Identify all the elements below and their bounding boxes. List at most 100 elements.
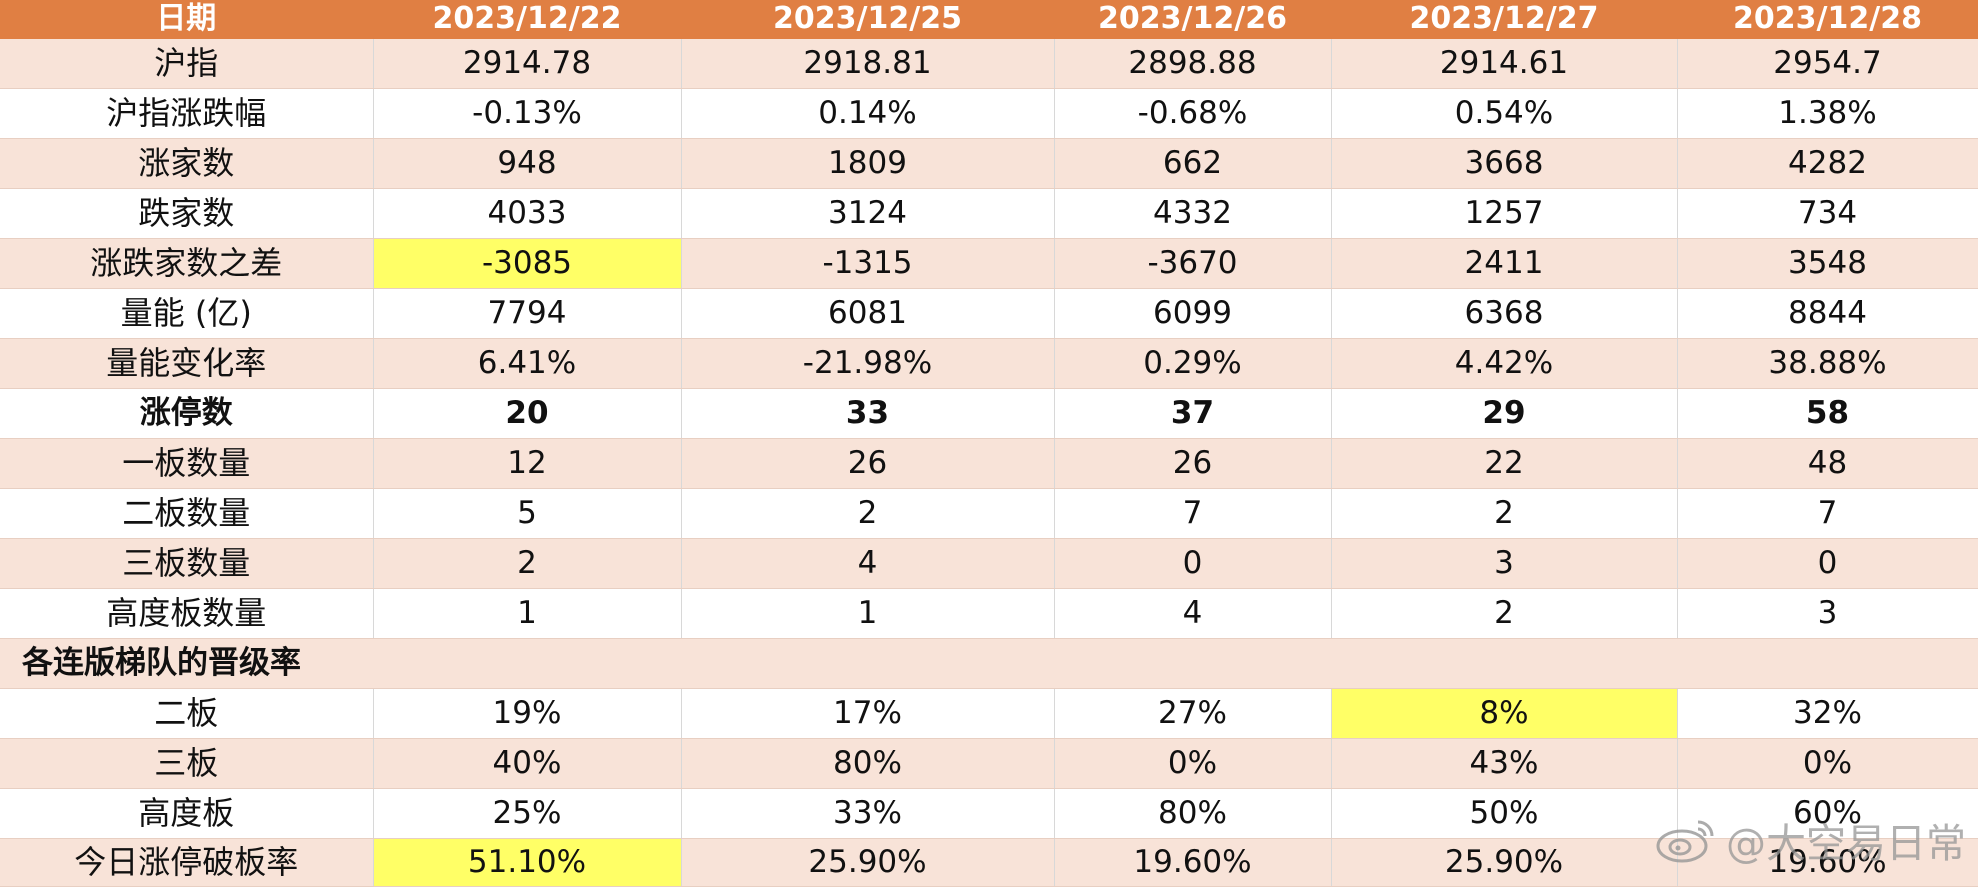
table-cell: 80% <box>1054 788 1332 839</box>
table-cell: 6.41% <box>373 338 682 389</box>
table-cell: 25.90% <box>681 838 1055 887</box>
table-cell: 2898.88 <box>1054 38 1332 89</box>
table-cell: -0.13% <box>373 88 682 139</box>
table-row: 涨跌家数之差 -3085 -1315 -3670 2411 3548 <box>0 238 1978 289</box>
row-label: 涨停数 <box>0 388 374 439</box>
table-cell: 6368 <box>1331 288 1678 339</box>
table-cell: 1.38% <box>1677 88 1978 139</box>
header-date-5: 2023/12/28 <box>1677 0 1978 39</box>
table-cell: 0.29% <box>1054 338 1332 389</box>
table-cell: 2 <box>681 488 1055 539</box>
row-label: 量能变化率 <box>0 338 374 389</box>
table-cell: 734 <box>1677 188 1978 239</box>
row-label: 高度板数量 <box>0 588 374 639</box>
section-title: 各连版梯队的晋级率 <box>0 638 1978 689</box>
row-label: 沪指 <box>0 38 374 89</box>
table-cell: 29 <box>1331 388 1678 439</box>
table-row: 量能变化率 6.41% -21.98% 0.29% 4.42% 38.88% <box>0 338 1978 389</box>
row-label: 量能 (亿) <box>0 288 374 339</box>
row-label: 涨跌家数之差 <box>0 238 374 289</box>
table-cell: 1809 <box>681 138 1055 189</box>
table-cell: 2411 <box>1331 238 1678 289</box>
table-row: 沪指涨跌幅 -0.13% 0.14% -0.68% 0.54% 1.38% <box>0 88 1978 139</box>
row-label: 二板数量 <box>0 488 374 539</box>
table-cell: 2918.81 <box>681 38 1055 89</box>
table-row: 高度板数量 1 1 4 2 3 <box>0 588 1978 639</box>
table-cell: 26 <box>681 438 1055 489</box>
table-cell: 12 <box>373 438 682 489</box>
table-row: 高度板 25% 33% 80% 50% 60% <box>0 788 1978 839</box>
highlighted-cell: -3085 <box>373 238 682 289</box>
table-cell: 4282 <box>1677 138 1978 189</box>
table-row: 沪指 2914.78 2918.81 2898.88 2914.61 2954.… <box>0 38 1978 89</box>
row-label: 三板 <box>0 738 374 789</box>
table-cell: 17% <box>681 688 1055 739</box>
header-date-label: 日期 <box>0 0 374 39</box>
table-cell: 6081 <box>681 288 1055 339</box>
table-cell: 1 <box>373 588 682 639</box>
table-cell: 20 <box>373 388 682 439</box>
table-cell: 33 <box>681 388 1055 439</box>
table-cell: 7 <box>1677 488 1978 539</box>
row-label: 涨家数 <box>0 138 374 189</box>
table-row: 二板 19% 17% 27% 8% 32% <box>0 688 1978 739</box>
table-cell: 50% <box>1331 788 1678 839</box>
table-cell: 0.14% <box>681 88 1055 139</box>
table-cell: 4 <box>1054 588 1332 639</box>
table-cell: 7 <box>1054 488 1332 539</box>
table-cell: 60% <box>1677 788 1978 839</box>
table-row: 今日涨停破板率 51.10% 25.90% 19.60% 25.90% 19.6… <box>0 838 1978 887</box>
table-row: 量能 (亿) 7794 6081 6099 6368 8844 <box>0 288 1978 339</box>
table-cell: 5 <box>373 488 682 539</box>
header-date-3: 2023/12/26 <box>1054 0 1332 39</box>
table-cell: 2 <box>373 538 682 589</box>
table-cell: 4 <box>681 538 1055 589</box>
table-cell: 43% <box>1331 738 1678 789</box>
table-cell: 3 <box>1331 538 1678 589</box>
table-cell: 6099 <box>1054 288 1332 339</box>
table-cell: 2914.61 <box>1331 38 1678 89</box>
table-cell: 2 <box>1331 588 1678 639</box>
row-label: 三板数量 <box>0 538 374 589</box>
table-cell: 37 <box>1054 388 1332 439</box>
table-cell: 4.42% <box>1331 338 1678 389</box>
table-cell: 1257 <box>1331 188 1678 239</box>
table-cell: 3668 <box>1331 138 1678 189</box>
table-cell: 26 <box>1054 438 1332 489</box>
table-cell: 948 <box>373 138 682 189</box>
table-cell: 2 <box>1331 488 1678 539</box>
row-label: 今日涨停破板率 <box>0 838 374 887</box>
table-row: 三板 40% 80% 0% 43% 0% <box>0 738 1978 789</box>
row-label: 一板数量 <box>0 438 374 489</box>
table-cell: 0.54% <box>1331 88 1678 139</box>
row-label: 二板 <box>0 688 374 739</box>
table-cell: -21.98% <box>681 338 1055 389</box>
row-label: 沪指涨跌幅 <box>0 88 374 139</box>
table-cell: 58 <box>1677 388 1978 439</box>
table-cell: 40% <box>373 738 682 789</box>
table-cell: 2914.78 <box>373 38 682 89</box>
table-cell: 33% <box>681 788 1055 839</box>
table-row: 三板数量 2 4 0 3 0 <box>0 538 1978 589</box>
row-label: 高度板 <box>0 788 374 839</box>
table-cell: -3670 <box>1054 238 1332 289</box>
table-cell: 2954.7 <box>1677 38 1978 89</box>
table-cell: 22 <box>1331 438 1678 489</box>
table-cell: 3124 <box>681 188 1055 239</box>
table-cell: 25.90% <box>1331 838 1678 887</box>
table-cell: 4033 <box>373 188 682 239</box>
table-cell: 1 <box>681 588 1055 639</box>
header-date-2: 2023/12/25 <box>681 0 1055 39</box>
table-cell: 32% <box>1677 688 1978 739</box>
table-row: 涨停数 20 33 37 29 58 <box>0 388 1978 439</box>
table-cell: 38.88% <box>1677 338 1978 389</box>
table-cell: 25% <box>373 788 682 839</box>
table-cell: 0% <box>1054 738 1332 789</box>
table-cell: 7794 <box>373 288 682 339</box>
table-cell: 3548 <box>1677 238 1978 289</box>
highlighted-cell: 51.10% <box>373 838 682 887</box>
table-row: 二板数量 5 2 7 2 7 <box>0 488 1978 539</box>
table-cell: 0 <box>1054 538 1332 589</box>
table-row: 一板数量 12 26 26 22 48 <box>0 438 1978 489</box>
